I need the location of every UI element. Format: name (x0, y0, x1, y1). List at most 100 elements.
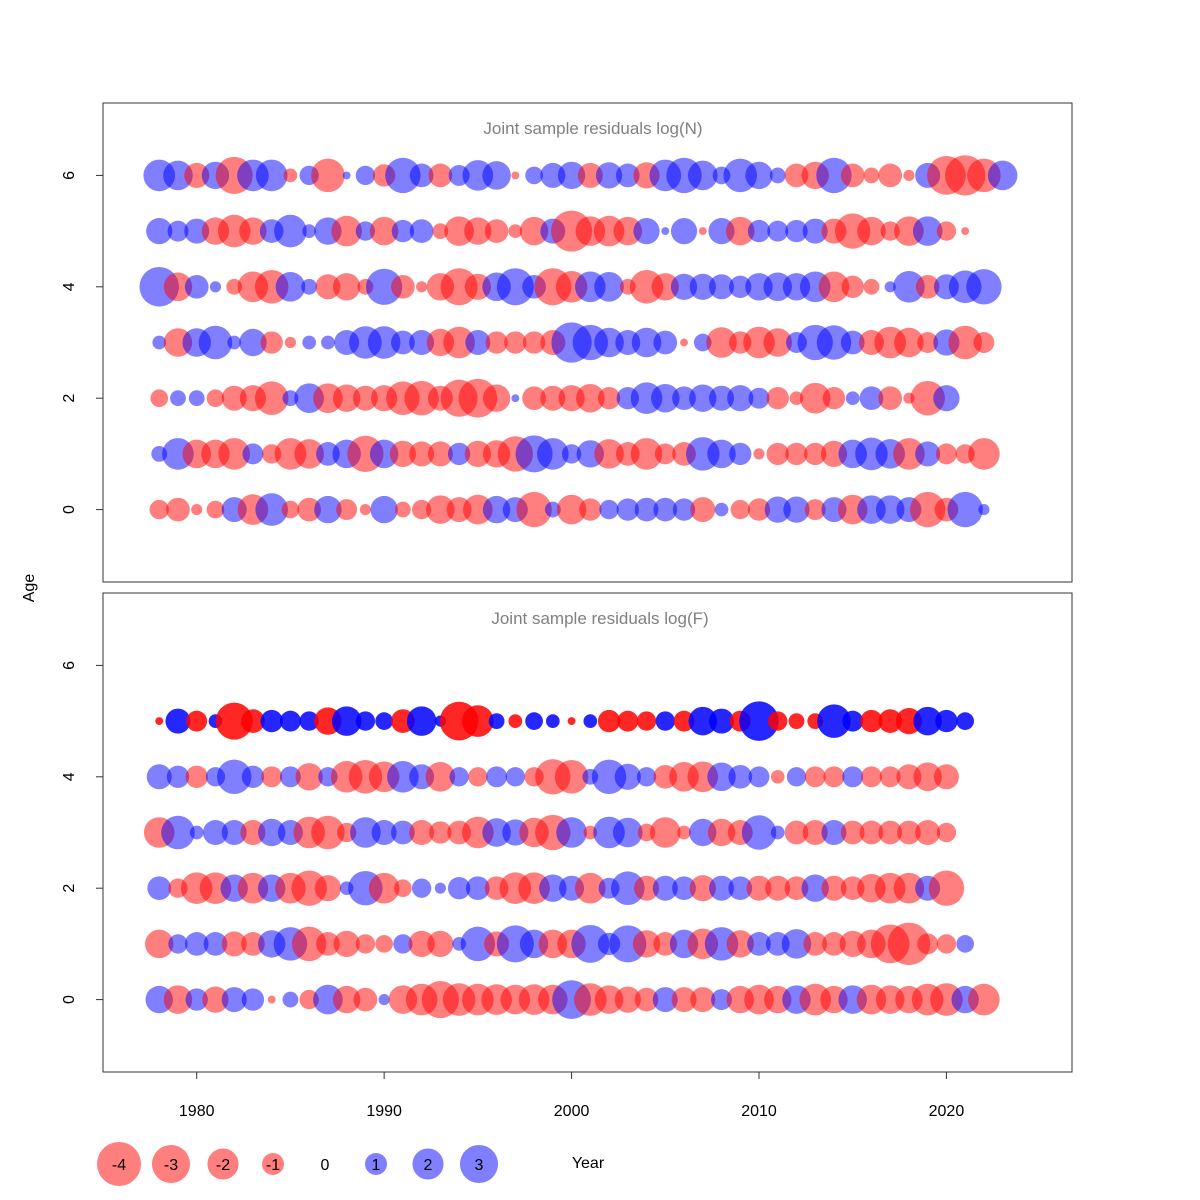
residual-bubble (425, 762, 456, 792)
residual-bubble (242, 443, 264, 465)
residual-bubble (406, 706, 437, 736)
legend-label: -4 (112, 1157, 126, 1174)
residual-bubble (283, 168, 298, 183)
residual-bubble (741, 815, 777, 850)
residual-bubble (511, 394, 520, 403)
residual-bubble (649, 817, 681, 848)
residual-bubble (150, 389, 169, 408)
residual-bubble (449, 767, 469, 787)
residual-bubble (331, 706, 362, 736)
residual-bubble (706, 327, 737, 358)
residual-bubble (594, 985, 624, 1014)
legend-bubble (97, 1142, 141, 1186)
residual-bubble (279, 766, 301, 788)
residual-bubble (748, 387, 770, 409)
residual-bubble (302, 224, 317, 238)
residual-bubble (727, 385, 754, 412)
residual-bubble (634, 987, 659, 1012)
residual-bubble (613, 817, 643, 848)
residual-bubble (165, 708, 191, 734)
residual-bubble (765, 875, 791, 901)
residual-bubble (321, 335, 335, 350)
residual-bubble (651, 273, 679, 301)
residual-bubble (240, 820, 266, 845)
residual-bubble (711, 989, 732, 1011)
residual-bubble (747, 498, 771, 521)
y-tick-label: 4 (61, 772, 78, 781)
residual-bubble (241, 988, 265, 1011)
residual-bubble (221, 931, 247, 957)
residual-bubble (525, 166, 543, 185)
residual-bubble (505, 767, 526, 787)
residual-bubble (428, 163, 453, 188)
y-axis-label: Age (21, 574, 38, 603)
residual-bubble (152, 335, 167, 350)
residual-bubble (893, 872, 925, 904)
residual-bubble (241, 709, 265, 733)
residual-bubble (935, 443, 957, 465)
residual-bubble (202, 820, 228, 845)
residual-bubble (241, 932, 265, 956)
residual-bubble (767, 220, 789, 242)
residual-bubble (314, 495, 342, 524)
residual-bubble (311, 815, 345, 850)
residual-bubble (465, 876, 490, 901)
residual-bubble (404, 380, 439, 416)
residual-bubble (393, 934, 413, 954)
residual-bubble (482, 384, 511, 412)
residual-bubble (893, 438, 925, 470)
residual-bubble (554, 760, 589, 794)
residual-bubble (576, 383, 605, 413)
residual-bubble (935, 709, 958, 733)
residual-bubble (391, 820, 415, 845)
residual-bubble (766, 387, 789, 410)
residual-bubble (884, 281, 896, 293)
residual-bubble (254, 381, 289, 415)
axes-layer: 0 2 4 6 0 2 4 6 1980 1990 2000 2010 2020 (61, 171, 964, 1120)
residual-bubble (878, 386, 903, 411)
residual-bubble (788, 713, 805, 730)
legend-bubble (459, 1144, 499, 1184)
residual-bubble (284, 336, 297, 349)
residual-bubble (915, 820, 941, 845)
residual-bubble (391, 219, 415, 243)
residual-bubble (784, 876, 809, 901)
residual-bubble (260, 709, 283, 733)
residual-bubble (440, 268, 478, 306)
residual-bubble (802, 820, 828, 845)
residual-bubble (709, 708, 735, 734)
residual-bubble (729, 275, 752, 298)
residual-bubble (408, 930, 435, 958)
y-tick-label: 6 (61, 171, 78, 180)
residual-bubble (632, 930, 661, 958)
residual-bubble (956, 935, 975, 953)
residual-bubble (698, 227, 707, 236)
residual-bubble (677, 825, 691, 840)
residual-bubble (186, 710, 208, 732)
residual-bubble (863, 278, 880, 295)
residual-bubble (355, 711, 376, 731)
residual-bubble (218, 438, 251, 470)
residual-bubble (672, 386, 696, 411)
residual-bubble (411, 499, 432, 520)
residual-bubble (260, 331, 283, 354)
residual-bubble (464, 217, 492, 245)
x-tick-label: 1980 (179, 1103, 215, 1120)
residual-bubble (784, 163, 809, 188)
residual-bubble (206, 389, 225, 408)
residual-bubble (370, 495, 398, 524)
residual-bubble (728, 876, 753, 901)
residual-bubble (786, 767, 807, 787)
x-tick-label: 2000 (554, 1103, 590, 1120)
legend-bubble (365, 1153, 387, 1175)
residual-bubble (409, 441, 435, 467)
residual-bubble (447, 877, 471, 900)
residual-bubble (913, 706, 942, 736)
legend-label: 2 (424, 1157, 433, 1174)
residual-bubble (291, 926, 327, 962)
residual-bubble (842, 710, 864, 732)
residual-bubble (274, 214, 307, 248)
residual-bubble (859, 820, 884, 845)
residual-bubble (611, 871, 645, 905)
residual-bubble (209, 281, 222, 293)
